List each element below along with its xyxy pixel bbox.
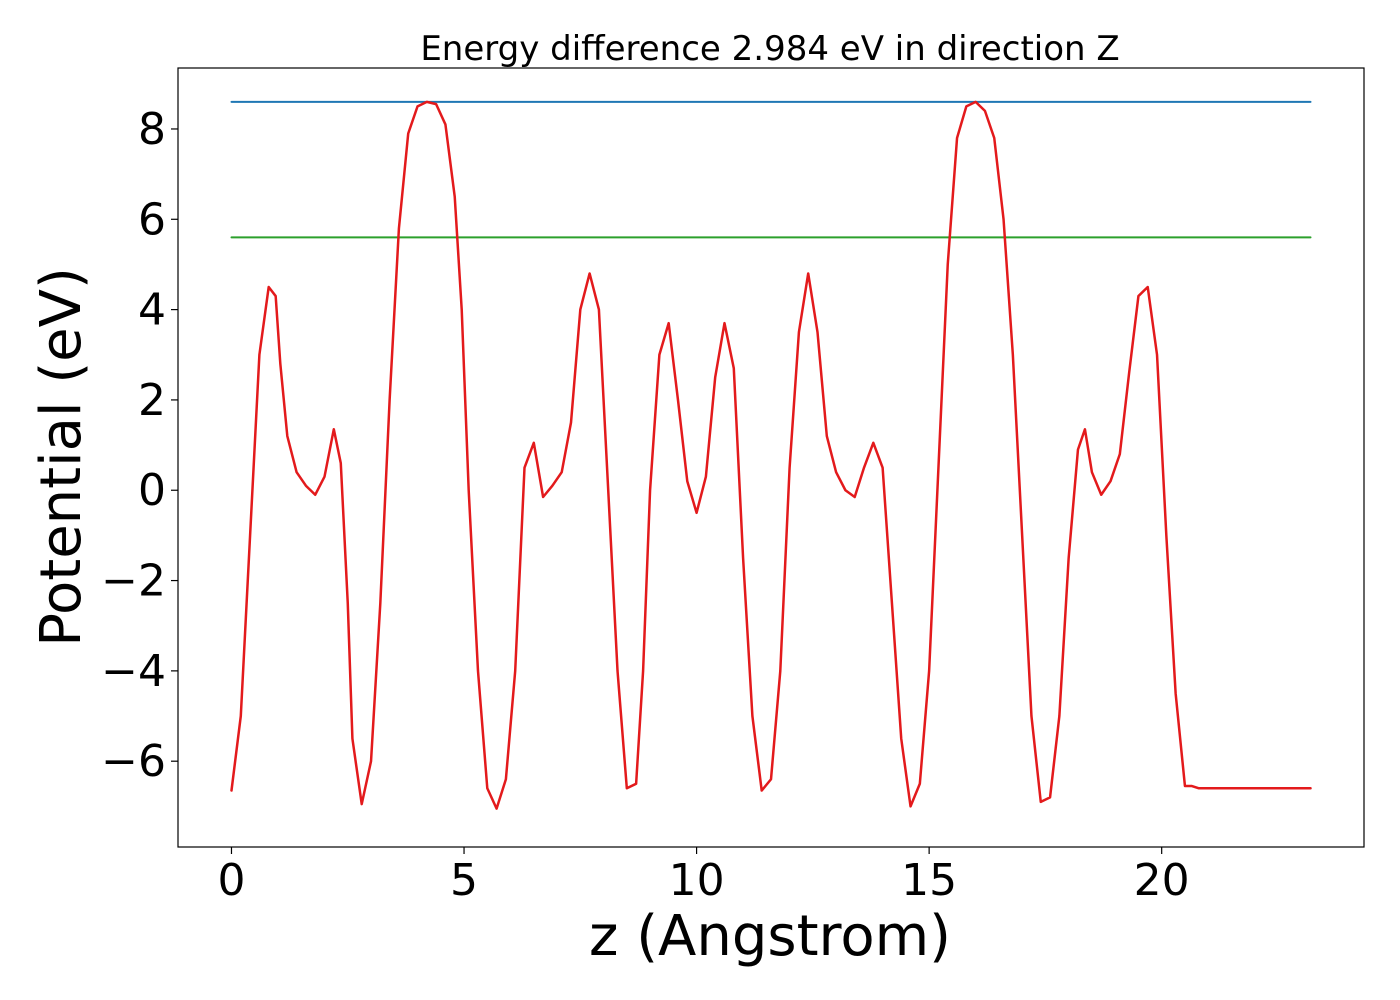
- y-tick-label: 6: [138, 194, 166, 245]
- x-tick-label: 10: [669, 855, 725, 906]
- y-tick-label: 2: [138, 375, 166, 426]
- y-axis-title: Potential (eV): [29, 267, 94, 647]
- y-tick-label: −2: [101, 556, 166, 607]
- x-tick-label: 0: [217, 855, 245, 906]
- y-tick-label: 0: [138, 465, 166, 516]
- y-tick-label: −6: [101, 736, 166, 787]
- x-axis-ticks: 0 5 10 15 20: [217, 847, 1190, 906]
- y-tick-label: −4: [101, 646, 166, 697]
- plot-area: [230, 100, 1312, 810]
- y-tick-label: 8: [138, 104, 166, 155]
- potential-curve: [230, 100, 1312, 810]
- chart-title: Energy difference 2.984 eV in direction …: [420, 29, 1119, 69]
- y-tick-label: 4: [138, 285, 166, 336]
- x-axis-title: z (Angstrom): [589, 904, 951, 969]
- plot-frame: [177, 67, 1365, 848]
- x-tick-label: 20: [1134, 855, 1190, 906]
- y-axis-ticks: −6 −4 −2 0 2 4 6 8: [101, 104, 178, 787]
- x-tick-label: 15: [901, 855, 957, 906]
- x-tick-label: 5: [450, 855, 478, 906]
